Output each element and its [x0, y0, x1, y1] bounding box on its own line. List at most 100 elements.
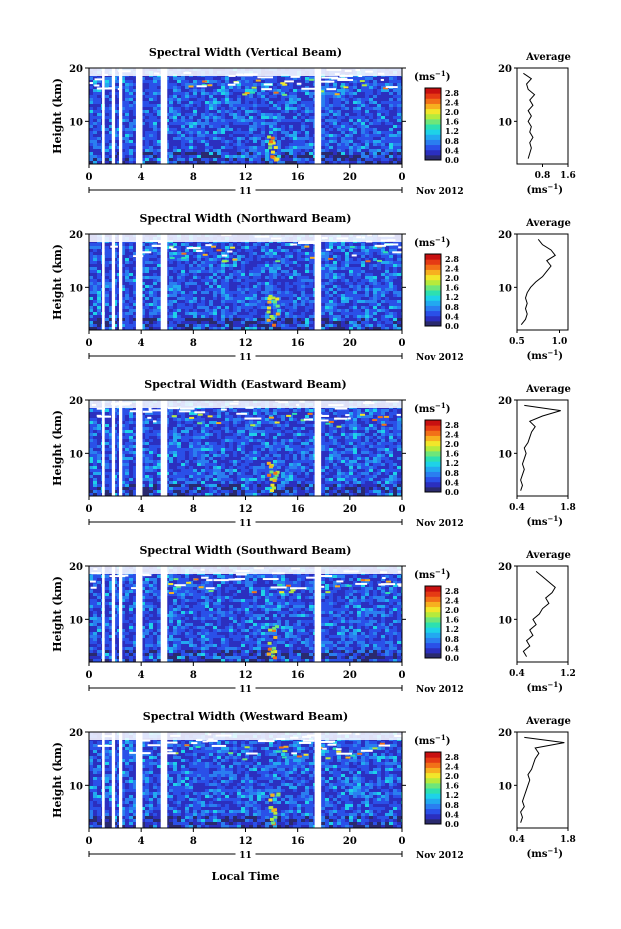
heatmap-cell	[293, 125, 297, 128]
heatmap-cell	[389, 255, 393, 258]
heatmap-cell	[97, 98, 101, 101]
heatmap-cell	[361, 113, 365, 116]
colorbar-segment	[425, 108, 441, 115]
heatmap-cell	[281, 312, 285, 315]
heatmap-cell	[337, 158, 341, 161]
heatmap-cell	[349, 303, 353, 306]
heatmap-cell	[377, 149, 381, 152]
heatmap-cell	[333, 131, 337, 134]
heatmap-cell	[285, 273, 289, 276]
heatmap-cell	[89, 131, 93, 134]
heatmap-cell	[213, 92, 217, 95]
heatmap-cell	[181, 309, 185, 312]
heatmap-cell	[181, 134, 185, 137]
heatmap-cell	[309, 92, 313, 95]
heatmap-cell	[145, 119, 149, 122]
heatmap-cell	[373, 110, 377, 113]
heatmap-cell	[109, 297, 113, 300]
heatmap-cell	[129, 113, 133, 116]
heatmap-cell	[365, 315, 369, 318]
heatmap-cell	[169, 318, 173, 321]
heatmap-cell	[297, 146, 301, 149]
heatmap-cell	[301, 89, 305, 92]
heatmap-cell	[205, 77, 209, 80]
heatmap-cell	[397, 312, 401, 315]
heatmap-cell	[341, 158, 345, 161]
heatmap-cell	[305, 128, 309, 131]
heatmap-cell	[109, 125, 113, 128]
heatmap-cell	[301, 143, 305, 146]
heatmap-cell	[393, 113, 397, 116]
heatmap-cell	[277, 300, 281, 303]
heatmap-cell	[297, 80, 301, 83]
heatmap-cell	[125, 267, 129, 270]
heatmap-cell	[301, 110, 305, 113]
heatmap-cell	[93, 270, 97, 273]
heatmap-cell	[361, 291, 365, 294]
heatmap-cell	[97, 128, 101, 131]
heatmap-cell	[333, 258, 337, 261]
heatmap-cell	[153, 128, 157, 131]
heatmap-cell	[129, 155, 133, 158]
heatmap-cell	[289, 128, 293, 131]
heatmap-cell	[189, 267, 193, 270]
heatmap-cell	[93, 140, 97, 143]
heatmap-cell	[229, 119, 233, 122]
heatmap-cell	[269, 276, 273, 279]
heatmap-cell	[329, 315, 333, 318]
heatmap-cell	[353, 288, 357, 291]
heatmap-cell	[125, 279, 129, 282]
heatmap-cell	[129, 315, 133, 318]
heatmap-cell	[269, 125, 273, 128]
heatmap-cell	[361, 155, 365, 158]
heatmap-cell	[181, 80, 185, 83]
heatmap-cell	[249, 89, 253, 92]
heatmap-cell	[361, 161, 365, 164]
heatmap-cell	[385, 89, 389, 92]
heatmap-cell	[145, 246, 149, 249]
heatmap-cell	[189, 285, 193, 288]
heatmap-cell	[349, 134, 353, 137]
heatmap-cell	[397, 122, 401, 125]
heatmap-cell	[105, 318, 109, 321]
heatmap-cell	[341, 104, 345, 107]
heatmap-cell	[125, 98, 129, 101]
heatmap-cell	[361, 116, 365, 119]
heatmap-cell	[381, 158, 385, 161]
heatmap-cell	[105, 285, 109, 288]
heatmap-cell	[333, 119, 337, 122]
heatmap-cell	[337, 252, 341, 255]
heatmap-cell	[353, 303, 357, 306]
heatmap-cell	[253, 125, 257, 128]
heatmap-cell	[221, 146, 225, 149]
heatmap-cell	[329, 282, 333, 285]
heatmap-cell	[93, 318, 97, 321]
heatmap-cell	[157, 291, 161, 294]
heatmap-cell	[181, 89, 185, 92]
heatmap-cell	[341, 282, 345, 285]
heatmap-cell	[125, 146, 129, 149]
heatmap-cell	[153, 95, 157, 98]
heatmap-cell	[225, 113, 229, 116]
heatmap-cell	[125, 312, 129, 315]
heatmap-cell	[133, 146, 137, 149]
avg-x-tick-label: 0.8	[535, 171, 551, 181]
heatmap-cell	[373, 276, 377, 279]
heatmap-cell	[257, 110, 261, 113]
heatmap-cell	[289, 303, 293, 306]
heatmap-cell	[181, 125, 185, 128]
upper-cell	[343, 86, 349, 89]
heatmap-cell	[277, 128, 281, 131]
heatmap-cell	[125, 137, 129, 140]
heatmap-cell	[345, 249, 349, 252]
heatmap-cell	[305, 152, 309, 155]
heatmap-cell	[393, 119, 397, 122]
heatmap-cell	[325, 291, 329, 294]
heatmap-cell	[249, 267, 253, 270]
heatmap-cell	[217, 288, 221, 291]
heatmap-cell	[361, 128, 365, 131]
heatmap-cell	[245, 89, 249, 92]
heatmap-cell	[225, 134, 229, 137]
heatmap-cell	[217, 131, 221, 134]
heatmap-cell	[189, 291, 193, 294]
